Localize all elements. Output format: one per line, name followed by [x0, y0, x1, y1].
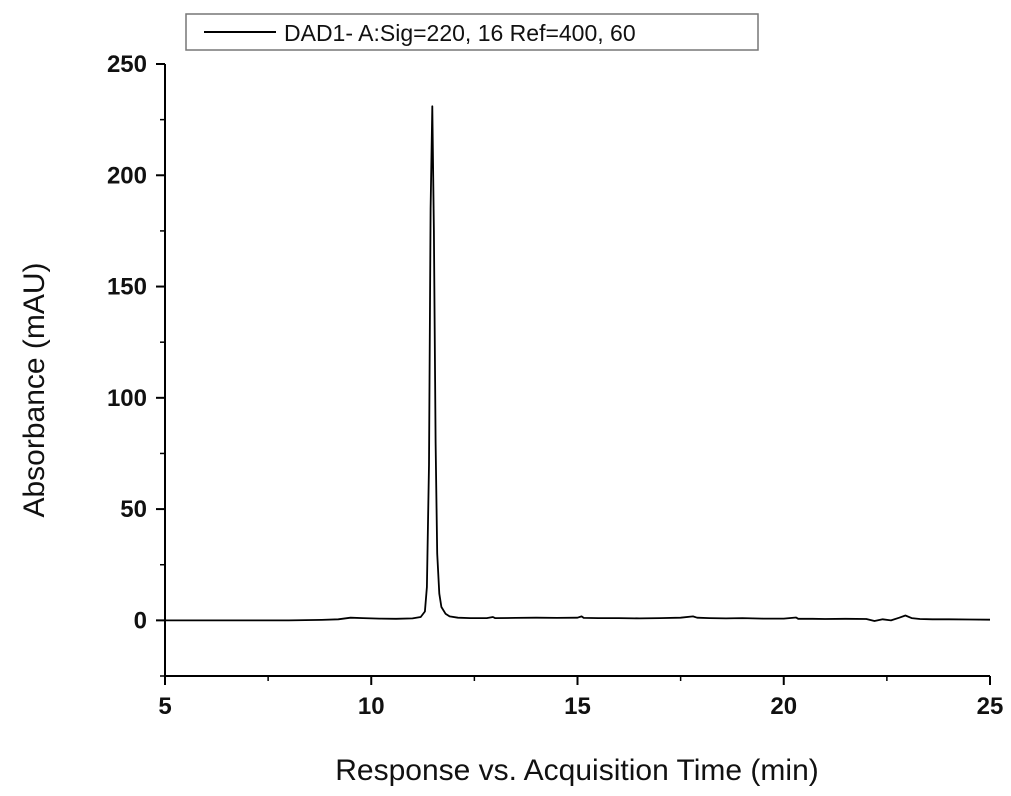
- x-tick-label: 5: [158, 693, 171, 720]
- y-tick-label: 200: [107, 162, 147, 189]
- y-tick-label: 50: [120, 496, 147, 523]
- series-line: [165, 105, 991, 622]
- y-tick-label: 150: [107, 274, 147, 301]
- x-tick-label: 15: [564, 693, 591, 720]
- legend-label: DAD1- A:Sig=220, 16 Ref=400, 60: [284, 20, 636, 46]
- x-tick-label: 25: [977, 693, 1004, 720]
- y-tick-label: 0: [134, 607, 147, 634]
- x-tick-label: 20: [770, 693, 797, 720]
- y-tick-label: 250: [107, 51, 147, 78]
- y-axis-title: Absorbance (mAU): [18, 262, 51, 517]
- x-axis-title: Response vs. Acquisition Time (min): [335, 754, 819, 787]
- x-tick-label: 10: [358, 693, 385, 720]
- y-tick-label: 100: [107, 385, 147, 412]
- legend-box: [185, 13, 759, 51]
